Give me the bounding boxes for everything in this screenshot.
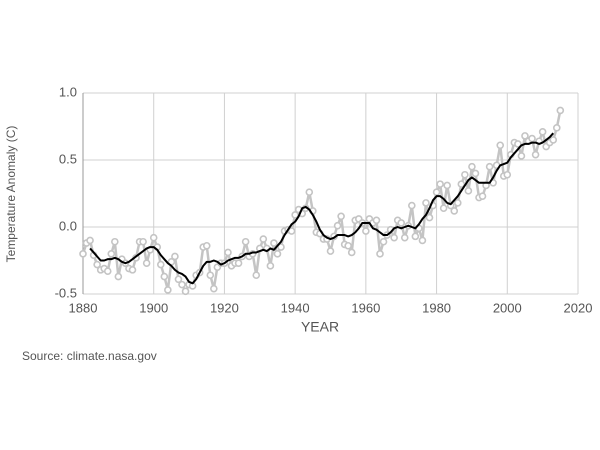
data-point (287, 227, 296, 235)
data-point (552, 124, 561, 132)
data-point (160, 272, 169, 281)
x-tick-label: 1960 (351, 300, 380, 315)
data-point (418, 236, 427, 245)
data-point (362, 227, 370, 235)
data-point (128, 266, 137, 274)
y-tick-label: -0.5 (55, 285, 77, 300)
data-point (333, 221, 342, 230)
data-point (273, 250, 282, 258)
data-point (450, 207, 459, 215)
data-point (422, 199, 430, 207)
data-point (425, 213, 434, 222)
y-tick-label: 1.0 (59, 84, 77, 99)
data-point (344, 241, 352, 250)
data-point (556, 106, 565, 115)
data-point (408, 201, 416, 210)
data-point (270, 239, 278, 247)
smoothed-line (89, 132, 555, 285)
data-point (266, 262, 275, 270)
y-tick-label: 0.5 (59, 151, 77, 166)
x-tick-label: 1900 (139, 300, 168, 315)
data-point (390, 233, 398, 242)
data-point (439, 204, 448, 213)
x-tick-label: 1980 (422, 300, 451, 315)
data-point (171, 252, 179, 261)
data-point (478, 192, 487, 200)
y-axis-label: Temperature Anomaly (C) (4, 126, 18, 263)
data-point (224, 248, 232, 257)
data-point (114, 272, 123, 281)
data-point (485, 162, 494, 171)
data-point (372, 216, 381, 225)
data-point (400, 233, 409, 242)
data-point (443, 181, 451, 190)
x-tick-label: 2020 (564, 300, 593, 315)
data-point (376, 250, 384, 258)
source-note: Source: climate.nasa.gov (22, 349, 157, 363)
data-point (379, 237, 388, 246)
data-point (234, 259, 243, 267)
data-point (347, 248, 356, 257)
data-point (517, 152, 526, 160)
data-point (202, 241, 211, 250)
data-point (174, 275, 183, 284)
data-point (149, 233, 158, 242)
data-point (464, 187, 473, 195)
data-point (326, 247, 335, 255)
data-point (86, 236, 94, 245)
data-point (93, 260, 101, 269)
data-point (538, 128, 547, 136)
data-point (156, 260, 165, 269)
data-point (139, 237, 147, 246)
x-tick-label: 2000 (493, 300, 522, 315)
data-point (457, 180, 466, 188)
data-point (531, 150, 540, 159)
data-point (178, 280, 186, 289)
data-point (79, 250, 87, 258)
x-tick-label: 1880 (69, 300, 98, 315)
data-point (436, 180, 444, 188)
data-point (549, 136, 558, 144)
annual-line (81, 110, 562, 293)
data-point (503, 170, 512, 179)
data-point (337, 212, 345, 221)
data-point (111, 237, 119, 246)
x-tick-label: 1920 (210, 300, 239, 315)
data-point (277, 243, 285, 251)
data-point (241, 237, 250, 246)
data-point (291, 211, 299, 219)
data-point (252, 271, 261, 280)
data-point (461, 170, 469, 179)
data-point (514, 140, 522, 148)
data-point (411, 232, 420, 241)
data-point (259, 235, 268, 243)
data-point (471, 169, 480, 178)
x-tick-label: 1940 (281, 300, 310, 315)
data-point (397, 219, 406, 227)
data-point (142, 259, 151, 267)
data-point (521, 132, 529, 140)
data-point (210, 284, 218, 293)
data-point (496, 141, 505, 150)
data-point (453, 199, 462, 207)
data-point (103, 267, 112, 276)
data-point (206, 271, 215, 280)
data-point (181, 287, 190, 296)
data-point (432, 188, 441, 196)
x-axis-label: YEAR (301, 319, 339, 335)
data-point (164, 286, 172, 294)
y-tick-label: 0.0 (59, 218, 77, 233)
data-point (107, 250, 116, 258)
data-point (528, 134, 536, 143)
data-point (305, 188, 314, 196)
data-point (468, 162, 476, 171)
